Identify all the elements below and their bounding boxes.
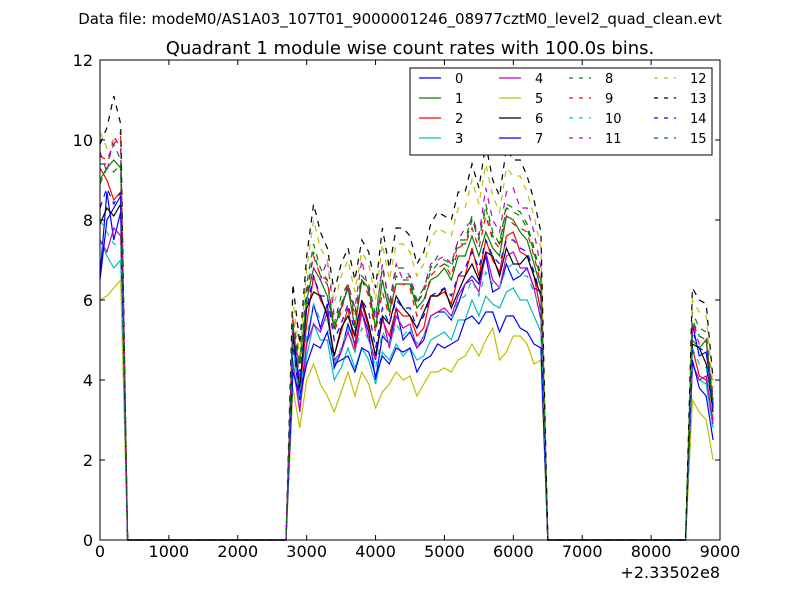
- legend-frame: [409, 67, 713, 156]
- series-line-4: [99, 226, 714, 541]
- legend-label-5: 5: [535, 92, 543, 107]
- series-line-0: [99, 191, 714, 541]
- x-tick-label: 1000: [149, 542, 190, 561]
- legend-label-3: 3: [455, 132, 463, 147]
- legend-label-11: 11: [605, 132, 622, 147]
- x-tick-label: 7000: [562, 542, 603, 561]
- legend-label-1: 1: [455, 92, 463, 107]
- series-line-11: [99, 134, 714, 541]
- legend-label-13: 13: [690, 92, 707, 107]
- legend-label-4: 4: [535, 72, 543, 87]
- series-line-14: [99, 186, 714, 541]
- legend-label-6: 6: [535, 112, 543, 127]
- series-line-6: [99, 201, 714, 541]
- y-tick-label: 12: [73, 51, 93, 70]
- series-line-3: [99, 239, 714, 541]
- chart-title: Quadrant 1 module wise count rates with …: [166, 38, 655, 59]
- legend-label-2: 2: [455, 112, 463, 127]
- x-tick-label: 8000: [631, 542, 672, 561]
- series-line-10: [99, 219, 714, 541]
- y-tick-label: 6: [83, 291, 93, 310]
- chart-suptitle: Data file: modeM0/AS1A03_107T01_90000012…: [78, 10, 722, 29]
- legend-label-15: 15: [690, 132, 707, 147]
- series-line-9: [99, 134, 714, 541]
- legend-label-8: 8: [605, 72, 613, 87]
- legend-label-7: 7: [535, 132, 543, 147]
- plot-area: [99, 95, 714, 541]
- legend-label-10: 10: [605, 112, 622, 127]
- x-tick-label: 0: [95, 542, 105, 561]
- x-tick-label: 2000: [217, 542, 258, 561]
- y-tick-label: 0: [83, 531, 93, 550]
- x-tick-label: 4000: [355, 542, 396, 561]
- series-line-12: [99, 130, 714, 541]
- y-tick-label: 10: [73, 131, 93, 150]
- legend-label-9: 9: [605, 92, 613, 107]
- series-line-2: [99, 167, 714, 541]
- legend-label-14: 14: [690, 112, 707, 127]
- legend-label-0: 0: [455, 72, 463, 87]
- series-line-13: [99, 95, 714, 541]
- series-line-5: [99, 278, 714, 541]
- x-tick-label: 5000: [424, 542, 465, 561]
- y-tick-label: 2: [83, 451, 93, 470]
- legend-label-12: 12: [690, 72, 707, 87]
- series-line-8: [100, 142, 714, 541]
- x-tick-label: 9000: [700, 542, 741, 561]
- series-line-15: [99, 162, 714, 541]
- series-line-1: [99, 159, 714, 541]
- x-offset-label: +2.33502e8: [620, 563, 720, 582]
- x-axis: 0 1000 2000 3000 4000 5000 6000 7000 8000 9000: [95, 60, 740, 561]
- y-tick-label: 8: [83, 211, 93, 230]
- series-line-7: [99, 193, 714, 541]
- x-tick-label: 3000: [286, 542, 327, 561]
- y-tick-label: 4: [83, 371, 93, 390]
- x-tick-label: 6000: [493, 542, 534, 561]
